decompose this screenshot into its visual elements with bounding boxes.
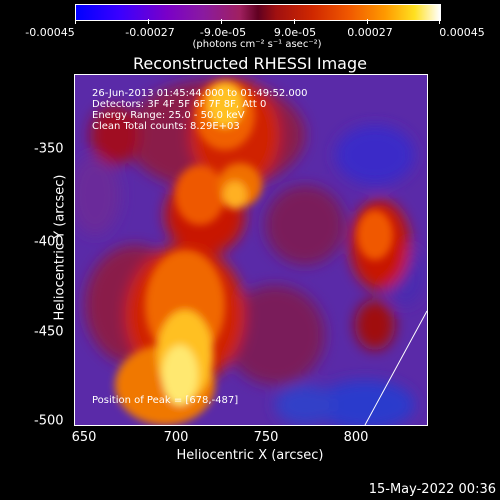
plot-title: Reconstructed RHESSI Image [133, 54, 367, 73]
y-axis-label: Heliocentric Y (arcsec) [52, 174, 68, 321]
colorbar-tick [367, 19, 368, 24]
colorbar-tick-label: -0.00045 [25, 26, 75, 39]
x-tick-label: 650 [71, 430, 97, 445]
x-tick-label: 750 [253, 430, 279, 445]
colorbar-tick [75, 19, 76, 24]
colorbar-tick-label: 9.0e-05 [273, 26, 317, 39]
y-tick-label: -450 [34, 324, 64, 340]
x-axis-label: Heliocentric X (arcsec) [176, 448, 324, 463]
y-tick-label: -400 [34, 234, 64, 250]
colorbar-tick-label: 0.00045 [439, 26, 485, 39]
rhessi-image: 26-Jun-2013 01:45:44.000 to 01:49:52.000… [74, 74, 428, 426]
colorbar-tick-label: -9.0e-05 [199, 26, 247, 39]
clean-total-counts: Clean Total counts: 8.29E+03 [92, 121, 240, 132]
y-tick-label: -350 [34, 141, 64, 157]
rhessi-image-canvas [75, 75, 427, 425]
x-tick-label: 800 [343, 430, 369, 445]
date-stamp: 15-May-2022 00:36 [368, 482, 496, 497]
colorbar-tick [221, 19, 222, 24]
detectors-info: Detectors: 3F 4F 5F 6F 7F 8F, Att 0 [92, 99, 267, 110]
colorbar-tick [439, 19, 440, 24]
time-range: 26-Jun-2013 01:45:44.000 to 01:49:52.000 [92, 88, 308, 99]
energy-range: Energy Range: 25.0 - 50.0 keV [92, 110, 245, 121]
peak-position: Position of Peak = [678,-487] [92, 395, 239, 406]
colorbar-tick [294, 19, 295, 24]
x-tick-label: 700 [163, 430, 189, 445]
y-tick-label: -500 [34, 413, 64, 429]
colorbar-unit: (photons cm⁻² s⁻¹ asec⁻²) [192, 39, 322, 50]
colorbar-tick-label: -0.00027 [125, 26, 175, 39]
colorbar-tick-label: 0.00027 [347, 26, 393, 39]
colorbar-tick [148, 19, 149, 24]
colorbar [75, 4, 441, 21]
